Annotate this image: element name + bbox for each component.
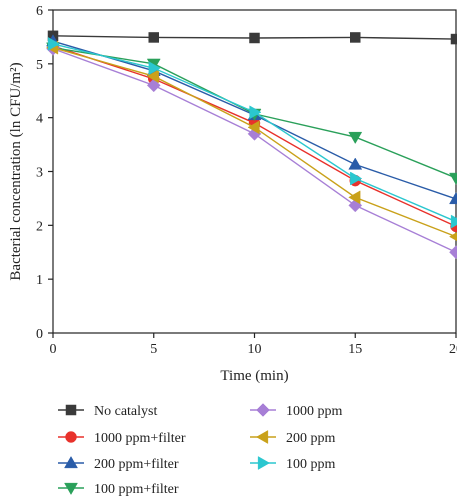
- data-point: [450, 33, 457, 45]
- x-tick-label: 15: [348, 342, 362, 357]
- series-line: [52, 48, 457, 253]
- legend-label: 100 ppm: [286, 457, 336, 472]
- data-point: [449, 172, 457, 185]
- legend-label: No catalyst: [94, 404, 157, 419]
- legend-marker: [256, 403, 270, 417]
- data-point: [146, 78, 161, 93]
- legend-item: 100 ppm: [250, 456, 336, 472]
- x-tick-label: 5: [150, 342, 157, 357]
- legend-label: 1000 ppm: [286, 404, 343, 419]
- data-point: [449, 191, 457, 205]
- series-layer: [45, 30, 457, 260]
- legend-label: 200 ppm: [286, 431, 336, 446]
- legend-item: 200 ppm: [250, 430, 336, 446]
- legend-marker: [255, 430, 269, 444]
- data-point: [350, 32, 361, 43]
- data-point: [146, 69, 159, 84]
- series-4: [46, 41, 457, 260]
- data-point: [348, 157, 363, 170]
- legend-label: 1000 ppm+filter: [94, 431, 186, 446]
- legend-item: 200 ppm+filter: [58, 455, 179, 472]
- y-tick-label: 6: [36, 4, 43, 19]
- data-point: [249, 32, 260, 44]
- series-line: [52, 47, 457, 238]
- axes: 0 5 10 15 20 0 1 2 3 4 5 6: [36, 4, 457, 357]
- x-tick-label: 20: [449, 342, 457, 357]
- y-tick-label: 4: [36, 112, 43, 127]
- series-6: [47, 36, 457, 229]
- data-point: [348, 131, 363, 145]
- legend-label: 100 ppm+filter: [94, 482, 179, 497]
- y-tick-label: 5: [36, 58, 43, 73]
- legend-item: 1000 ppm+filter: [58, 431, 186, 446]
- legend-marker: [65, 431, 77, 443]
- y-tick-label: 3: [36, 166, 43, 181]
- data-point: [148, 32, 159, 43]
- y-tick-label: 1: [36, 273, 43, 288]
- legend-marker: [257, 456, 271, 470]
- series-0: [47, 30, 457, 45]
- x-tick-label: 0: [50, 342, 57, 357]
- legend-item: 1000 ppm: [250, 403, 343, 419]
- legend: No catalyst 1000 ppm+filter 200 ppm+filter…: [58, 403, 343, 497]
- data-point: [247, 120, 260, 135]
- data-point: [448, 232, 457, 242]
- data-point: [249, 105, 262, 120]
- y-tick-label: 2: [36, 219, 43, 234]
- series-5: [45, 40, 457, 242]
- data-point: [148, 61, 161, 76]
- legend-item: 100 ppm+filter: [58, 482, 179, 497]
- legend-marker: [64, 482, 78, 496]
- data-point: [449, 245, 457, 260]
- series-2: [46, 34, 457, 205]
- y-tick-label: 0: [36, 327, 43, 342]
- x-axis-label: Time (min): [220, 368, 288, 384]
- data-point: [348, 190, 361, 205]
- legend-marker: [64, 455, 78, 469]
- legend-item: No catalyst: [58, 404, 157, 419]
- data-point: [47, 36, 61, 51]
- y-axis-label: Bacterial concentration (ln CFU/m²): [8, 62, 24, 280]
- x-tick-label: 10: [248, 342, 262, 357]
- legend-marker: [65, 404, 77, 416]
- data-point: [350, 171, 363, 186]
- legend-label: 200 ppm+filter: [94, 457, 179, 472]
